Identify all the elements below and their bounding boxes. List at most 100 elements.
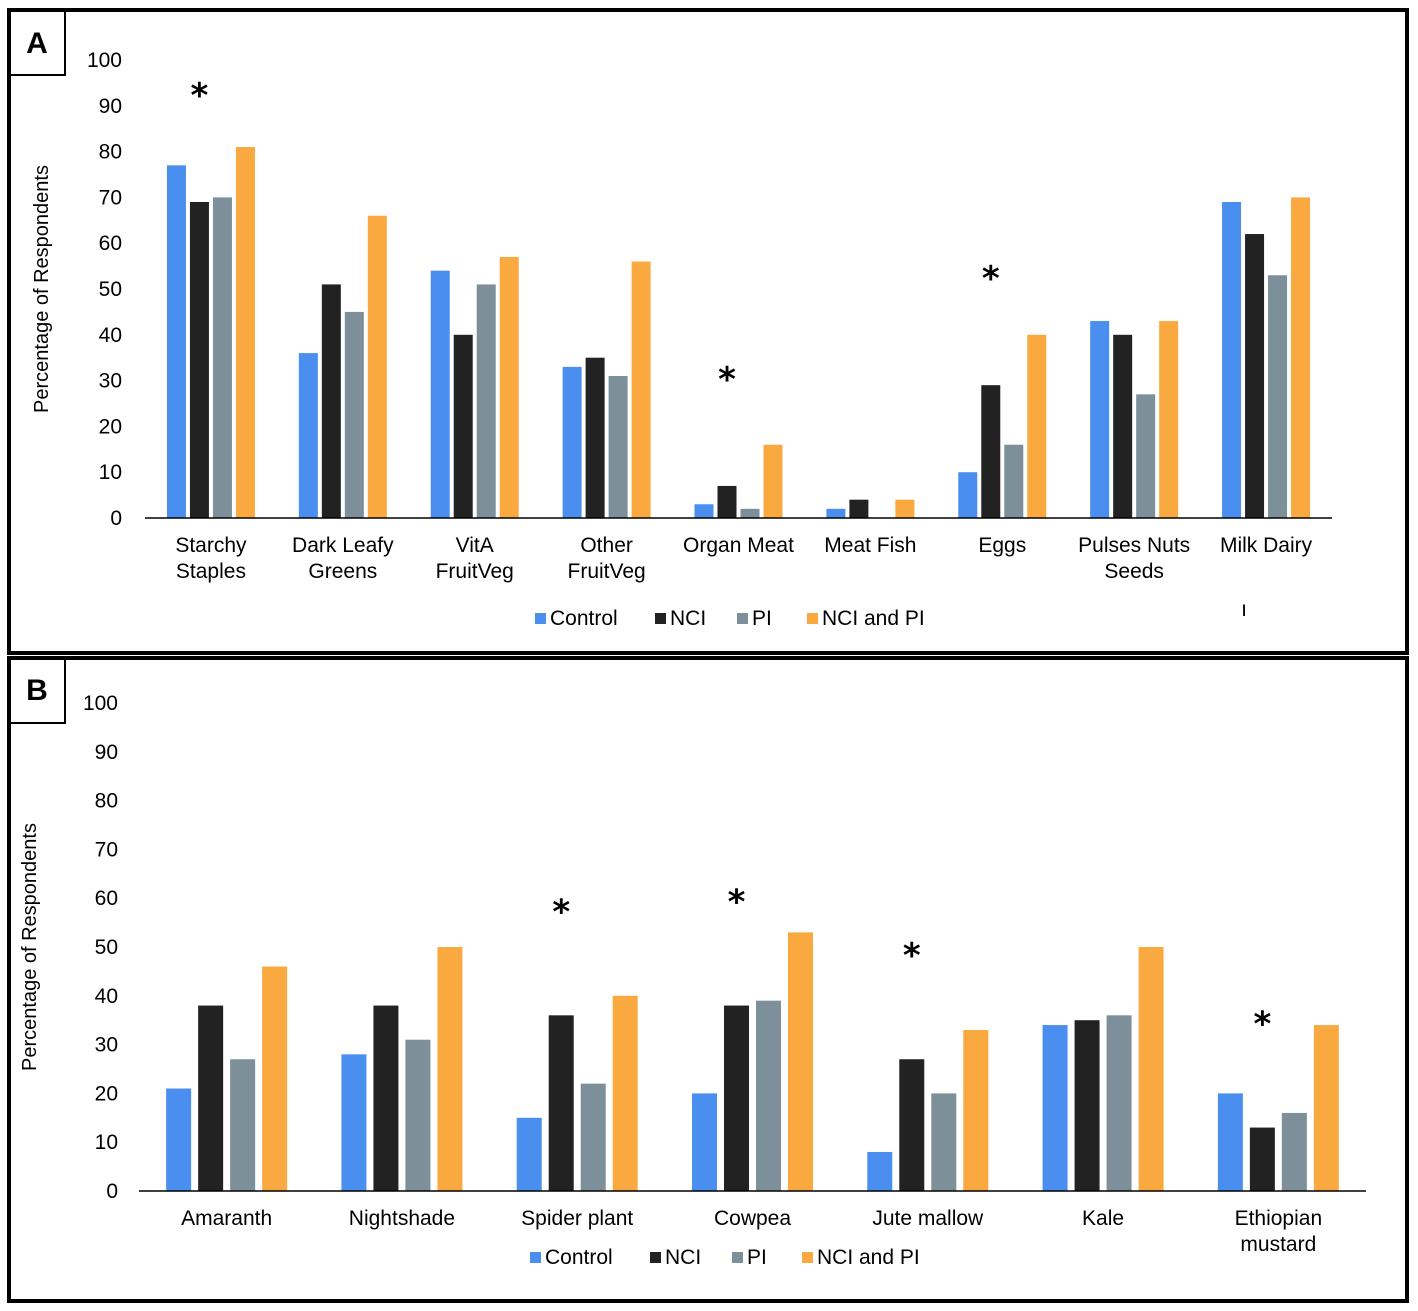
- panel-b-bar-pi-cowpea: [756, 1000, 781, 1191]
- panel-a-legend-label-control: Control: [550, 607, 618, 630]
- panel-a-legend-swatch-pi: [737, 613, 748, 624]
- panel-a-significance-marker: *: [191, 76, 209, 116]
- panel-b-bar-control-nightshade: [341, 1054, 367, 1191]
- panel-b-significance-marker: *: [903, 936, 921, 976]
- panel-a-category-label: Staples: [176, 560, 246, 583]
- panel-b-bar-pi-spider-plant: [580, 1083, 606, 1191]
- panel-a-y-tick-label: 100: [87, 49, 122, 72]
- panel-a-bar-pi-vita-fruitveg: [476, 284, 496, 518]
- panel-b-letter-box: [9, 658, 66, 724]
- panel-a-y-tick-label: 10: [99, 461, 122, 484]
- panel-a-bar-pi-pulses-nuts-seeds: [1136, 394, 1156, 518]
- panel-a-y-tick-label: 50: [99, 278, 122, 301]
- panel-a-frame: [7, 8, 1409, 655]
- panel-b-category-label: Amaranth: [181, 1207, 272, 1230]
- panel-b-bar-control-cowpea: [692, 1093, 717, 1191]
- panel-a-category-label: Milk Dairy: [1220, 534, 1313, 557]
- panel-a-bar-nci-meat-fish: [849, 499, 869, 518]
- panel-b-bar-control-spider-plant: [516, 1117, 542, 1191]
- panel-a-bar-nci-dark-leafy-greens: [321, 284, 341, 518]
- panel-b-bar-nci-and-pi-ethiopian-mustard: [1313, 1025, 1339, 1191]
- panel-b-bar-control-amaranth: [166, 1088, 192, 1191]
- panel-a-y-axis-label: Percentage of Respondents: [31, 165, 53, 413]
- panel-a-category-label: FruitVeg: [436, 560, 514, 583]
- panel-b-significance-marker: *: [1253, 1005, 1271, 1045]
- panel-b-category-label: Spider plant: [521, 1207, 633, 1230]
- panel-b-bar-pi-jute-mallow: [931, 1093, 957, 1191]
- panel-b-y-tick-label: 20: [95, 1082, 118, 1105]
- panel-b-bar-nci-and-pi-nightshade: [437, 947, 463, 1191]
- panel-a-bar-pi-eggs: [1004, 444, 1024, 518]
- panel-a-bar-nci-and-pi-milk-dairy: [1291, 197, 1311, 518]
- panel-b-significance-marker: *: [552, 892, 570, 932]
- panel-b-y-axis-label: Percentage of Respondents: [19, 823, 41, 1071]
- panel-b-letter: B: [26, 674, 48, 707]
- chart-a: 0 10 20 30 40 50 60 70 80 90 100 Percentage of Resp…: [31, 49, 1332, 630]
- chart-b: 0 10 20 30 40 50 60 70 80 90 100 Percentage of Resp…: [19, 692, 1366, 1269]
- panel-b-y-tick-label: 50: [95, 936, 118, 959]
- panel-a-bar-control-other-fruitveg: [562, 366, 582, 518]
- panel-b-bar-pi-kale: [1106, 1015, 1132, 1191]
- panel-a-legend-swatch-control: [535, 613, 546, 624]
- panel-b-legend-label-nci: NCI: [665, 1246, 701, 1269]
- panel-a-bar-pi-starchy-staples: [212, 197, 232, 518]
- panel-a-bar-nci-organ-meat: [717, 485, 737, 518]
- panel-a-y-tick-label: 70: [99, 186, 122, 209]
- panel-b-legend-label-nci-and-pi: NCI and PI: [817, 1246, 920, 1269]
- panel-b-bar-pi-amaranth: [230, 1059, 256, 1191]
- panel-b-y-tick-label: 40: [95, 985, 118, 1008]
- panel-a-bar-nci-and-pi-starchy-staples: [235, 147, 255, 518]
- panel-a-bar-control-dark-leafy-greens: [298, 353, 318, 518]
- panel-a-bar-pi-organ-meat: [740, 508, 760, 518]
- panel-b-legend-swatch-nci: [650, 1252, 661, 1263]
- panel-b-y-tick-label: 10: [95, 1131, 118, 1154]
- panel-a-legend-swatch-nci: [655, 613, 666, 624]
- panel-b-bar-nci-jute-mallow: [899, 1059, 925, 1191]
- panel-b-legend-swatch-control: [530, 1252, 541, 1263]
- panel-a-bar-nci-starchy-staples: [189, 201, 209, 519]
- panel-b-y-tick-label: 90: [95, 741, 118, 764]
- panel-b-category-label: Ethiopian: [1235, 1207, 1323, 1230]
- panel-b-category-label: Cowpea: [714, 1207, 791, 1230]
- panel-b-bar-nci-ethiopian-mustard: [1249, 1127, 1275, 1191]
- panel-a-category-label: Eggs: [978, 534, 1026, 557]
- panel-a-bar-nci-pulses-nuts-seeds: [1113, 334, 1133, 518]
- panel-b-bar-nci-and-pi-kale: [1138, 947, 1164, 1191]
- panel-b-bar-control-ethiopian-mustard: [1217, 1093, 1243, 1191]
- panel-b-category-label: Kale: [1082, 1207, 1124, 1230]
- panel-b-bar-nci-kale: [1074, 1020, 1100, 1191]
- panel-a-y-tick-label: 20: [99, 415, 122, 438]
- panel-a-stray-mark: ı: [1241, 598, 1247, 621]
- panel-b-y-tick-label: 0: [106, 1180, 118, 1203]
- panel-a-bar-nci-and-pi-organ-meat: [763, 444, 783, 518]
- panel-b-bar-pi-ethiopian-mustard: [1281, 1112, 1307, 1191]
- panel-a-significance-marker: *: [718, 360, 736, 400]
- panel-a-category-label: FruitVeg: [568, 560, 646, 583]
- panel-b-legend-label-control: Control: [545, 1246, 613, 1269]
- panel-a-y-tick-label: 30: [99, 370, 122, 393]
- panel-b-bar-nci-nightshade: [373, 1005, 399, 1191]
- panel-a-letter: A: [26, 27, 48, 60]
- panel-a-y-tick-label: 40: [99, 324, 122, 347]
- panel-b-bar-nci-cowpea: [724, 1005, 749, 1191]
- panel-a-bar-nci-and-pi-other-fruitveg: [631, 261, 651, 518]
- panel-b-significance-marker: *: [728, 883, 746, 923]
- panel-a-bar-control-organ-meat: [694, 504, 714, 518]
- panel-a-bar-nci-eggs: [981, 385, 1001, 518]
- panel-a-category-label: Meat Fish: [824, 534, 916, 557]
- panel-a-category-label: Greens: [308, 560, 377, 583]
- panel-b-bar-control-kale: [1042, 1025, 1068, 1191]
- panel-b-legend-label-pi: PI: [747, 1246, 767, 1269]
- panel-b-y-tick-label: 100: [83, 692, 118, 715]
- panel-a-bar-nci-and-pi-pulses-nuts-seeds: [1159, 321, 1179, 518]
- panel-b-y-tick-label: 80: [95, 790, 118, 813]
- panel-a-category-label: Organ Meat: [683, 534, 794, 557]
- panel-b-legend-swatch-pi: [732, 1252, 743, 1263]
- panel-a-legend-label-nci: NCI: [670, 607, 706, 630]
- panel-a-y-tick-label: 60: [99, 232, 122, 255]
- panel-a-y-tick-label: 80: [99, 141, 122, 164]
- panel-b-bar-pi-nightshade: [405, 1039, 431, 1191]
- panel-a-y-tick-label: 90: [99, 95, 122, 118]
- panel-b-bar-nci-and-pi-spider-plant: [612, 995, 638, 1191]
